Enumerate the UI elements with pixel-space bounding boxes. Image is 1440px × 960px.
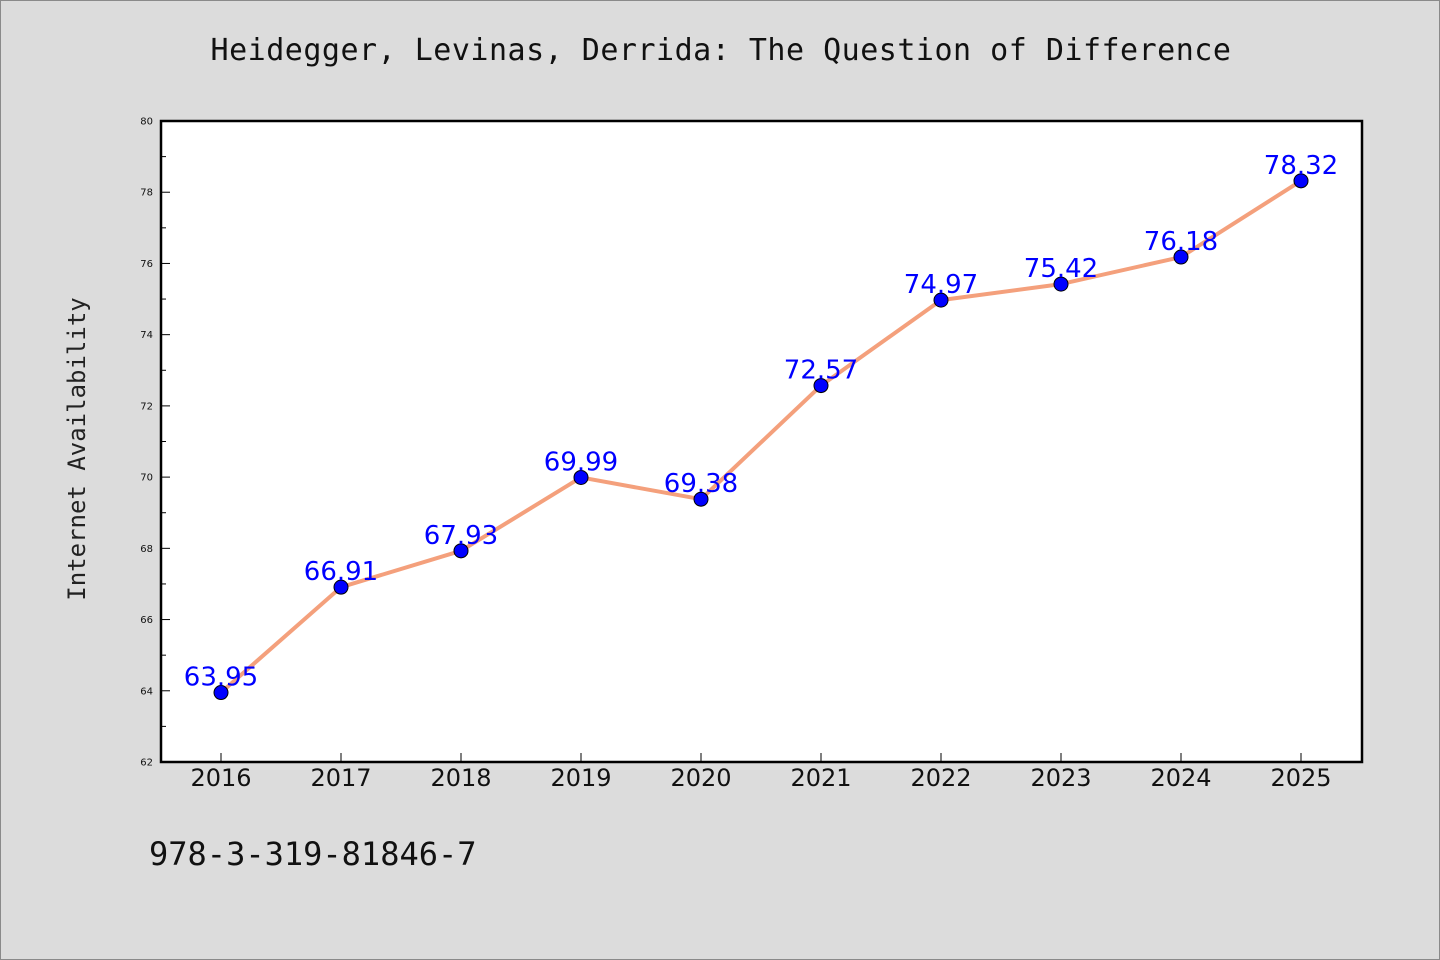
y-tick-label: 62: [140, 758, 153, 769]
y-tick-label: 80: [140, 117, 153, 128]
series-layer: [213, 173, 1309, 701]
data-point: [933, 292, 949, 308]
data-label: 67.93: [424, 521, 498, 551]
y-tick-label: 70: [140, 473, 153, 484]
data-point: [333, 579, 349, 595]
x-tick-label: 2025: [1270, 764, 1331, 792]
y-axis-ticks: 62 64 66 68 70 72 74 76 78 80: [140, 117, 170, 769]
data-label: 75.42: [1024, 254, 1098, 284]
data-point: [1293, 173, 1309, 189]
y-tick-label: 68: [140, 544, 153, 555]
isbn-label: 978-3-319-81846-7: [149, 835, 477, 873]
data-label: 76.18: [1144, 227, 1218, 257]
data-label: 74.97: [904, 270, 978, 300]
x-tick-label: 2022: [910, 764, 971, 792]
x-tick-label: 2024: [1150, 764, 1211, 792]
y-tick-label: 76: [140, 259, 153, 270]
x-tick-label: 2016: [190, 764, 251, 792]
y-tick-label: 66: [140, 615, 153, 626]
chart-title: Heidegger, Levinas, Derrida: The Questio…: [210, 33, 1232, 68]
data-point: [453, 543, 469, 559]
data-point: [693, 491, 709, 507]
data-point: [573, 469, 589, 485]
data-point: [213, 685, 229, 701]
data-label: 63.95: [184, 663, 258, 693]
x-tick-label: 2019: [550, 764, 611, 792]
data-label: 69.38: [664, 469, 738, 499]
data-labels: 63.95 66.91 67.93 69.99 69.38 72.57 74.97 75.42…: [184, 151, 1338, 693]
x-tick-label: 2021: [790, 764, 851, 792]
data-point: [1053, 276, 1069, 292]
series-line: [219, 179, 1303, 695]
x-tick-label: 2017: [310, 764, 371, 792]
x-tick-label: 2023: [1030, 764, 1091, 792]
data-label: 69.99: [544, 447, 618, 477]
y-tick-label: 74: [140, 330, 153, 341]
y-tick-label: 64: [140, 686, 153, 697]
y-axis-label: Internet Availability: [63, 297, 91, 600]
x-tick-label: 2018: [430, 764, 491, 792]
x-tick-label: 2020: [670, 764, 731, 792]
data-label: 72.57: [784, 356, 858, 386]
data-label: 66.91: [304, 557, 378, 587]
data-point: [813, 378, 829, 394]
y-tick-label: 78: [140, 188, 153, 199]
data-point: [1173, 249, 1189, 265]
data-label: 78.32: [1264, 151, 1338, 181]
y-tick-label: 72: [140, 401, 153, 412]
x-axis-ticks: 2016 2017 2018 2019 2020 2021 2022 2023 2024 2025: [190, 753, 1332, 792]
